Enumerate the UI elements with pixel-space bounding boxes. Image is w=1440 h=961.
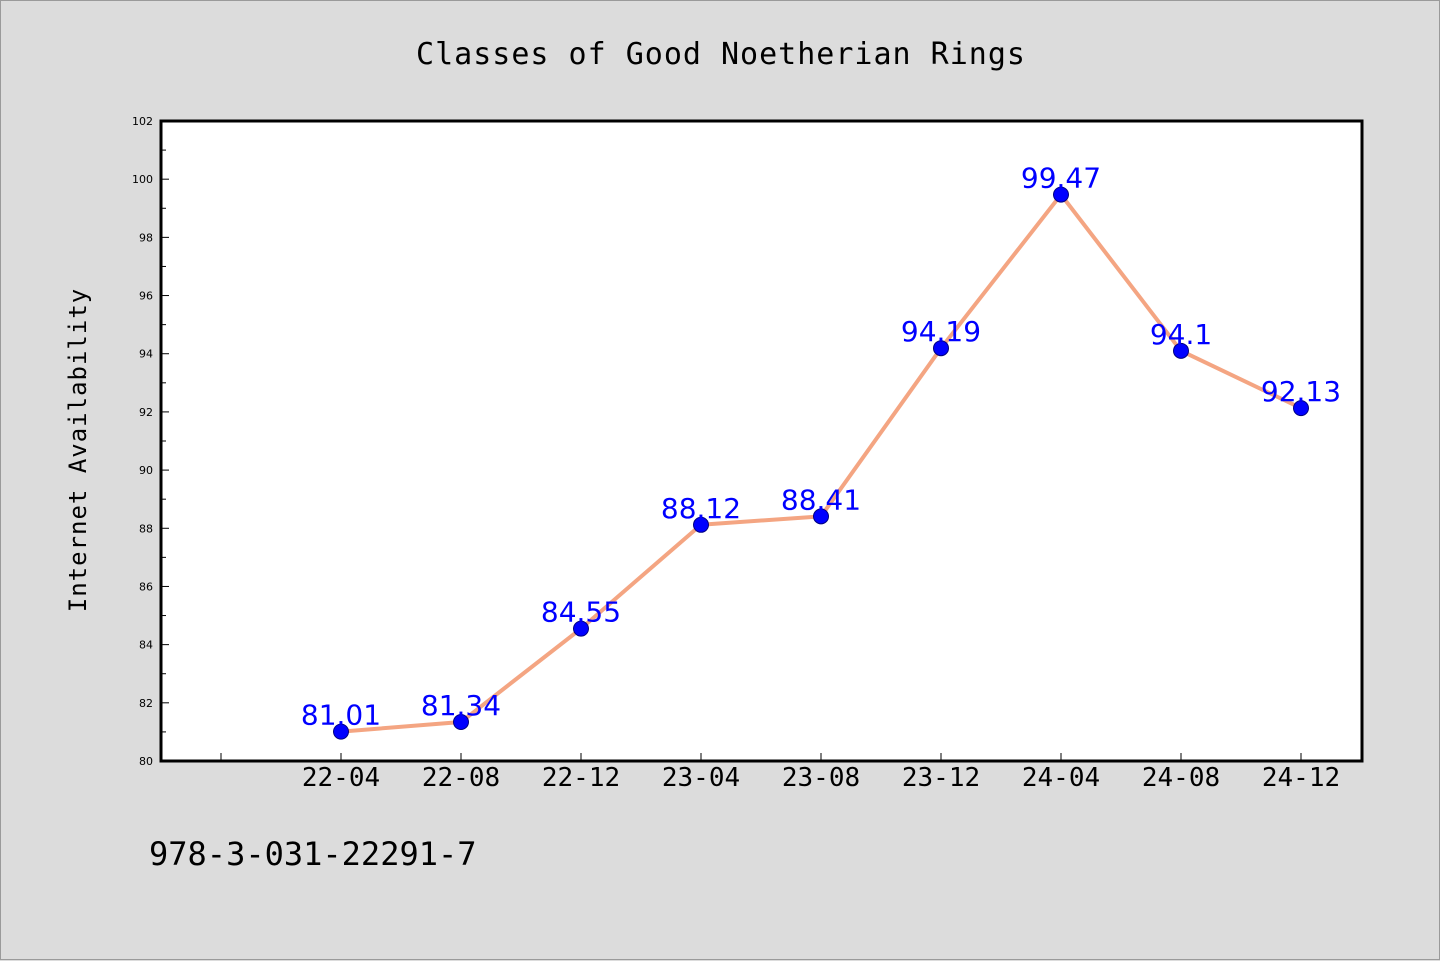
data-label: 88.41	[781, 483, 861, 516]
chart-title: Classes of Good Noetherian Rings	[416, 37, 1026, 72]
x-tick-label: 23-04	[662, 763, 740, 793]
x-axis-ticks: 22-04 22-08 22-12 23-04 23-08 23-12 24-04 24-08…	[220, 753, 1340, 793]
x-tick-label: 23-08	[782, 763, 860, 793]
y-tick-label: 86	[139, 580, 153, 593]
y-tick-label: 84	[139, 639, 153, 652]
y-tick-label: 100	[132, 173, 153, 186]
data-label: 94.19	[901, 315, 981, 348]
data-point	[933, 340, 949, 357]
data-label: 99.47	[1021, 162, 1101, 195]
y-axis-ticks: 80 82 84 86 88 90 92 94 96 98 100 102	[132, 115, 169, 768]
x-tick-label: 22-12	[542, 763, 620, 793]
x-tick-label: 22-08	[422, 763, 500, 793]
data-point	[813, 508, 829, 525]
x-tick-label: 24-08	[1142, 763, 1220, 793]
data-label: 84.55	[541, 596, 621, 629]
data-point	[1293, 400, 1309, 417]
data-label: 81.01	[301, 699, 381, 732]
data-point	[693, 516, 709, 533]
y-tick-label: 98	[139, 231, 153, 244]
data-label: 88.12	[661, 492, 741, 525]
x-tick-label: 23-12	[902, 763, 980, 793]
plot-area	[159, 119, 1364, 763]
y-tick-label: 92	[139, 406, 153, 419]
x-tick-label: 22-04	[302, 763, 380, 793]
data-label: 94.1	[1150, 318, 1212, 351]
y-tick-label: 102	[132, 115, 153, 128]
x-tick-label: 24-12	[1262, 763, 1340, 793]
x-tick-label: 24-04	[1022, 763, 1100, 793]
y-tick-label: 90	[139, 464, 153, 477]
data-point	[1053, 186, 1069, 203]
data-point	[573, 620, 589, 637]
y-tick-label: 94	[139, 348, 153, 361]
data-point	[453, 714, 469, 731]
data-point	[333, 723, 349, 740]
y-tick-label: 88	[139, 522, 153, 535]
isbn-footer: 978-3-031-22291-7	[149, 835, 477, 873]
y-tick-label: 96	[139, 290, 153, 303]
data-point	[1173, 342, 1189, 359]
y-tick-label: 82	[139, 697, 153, 710]
data-labels: 81.01 81.34 84.55 88.12 88.41 94.19 99.47 94.1 9…	[301, 162, 1341, 732]
data-label: 81.34	[421, 689, 501, 722]
y-axis-label: Internet Availability	[64, 288, 92, 612]
data-markers	[333, 186, 1309, 740]
y-tick-label: 80	[139, 755, 153, 768]
data-label: 92.13	[1261, 375, 1341, 408]
